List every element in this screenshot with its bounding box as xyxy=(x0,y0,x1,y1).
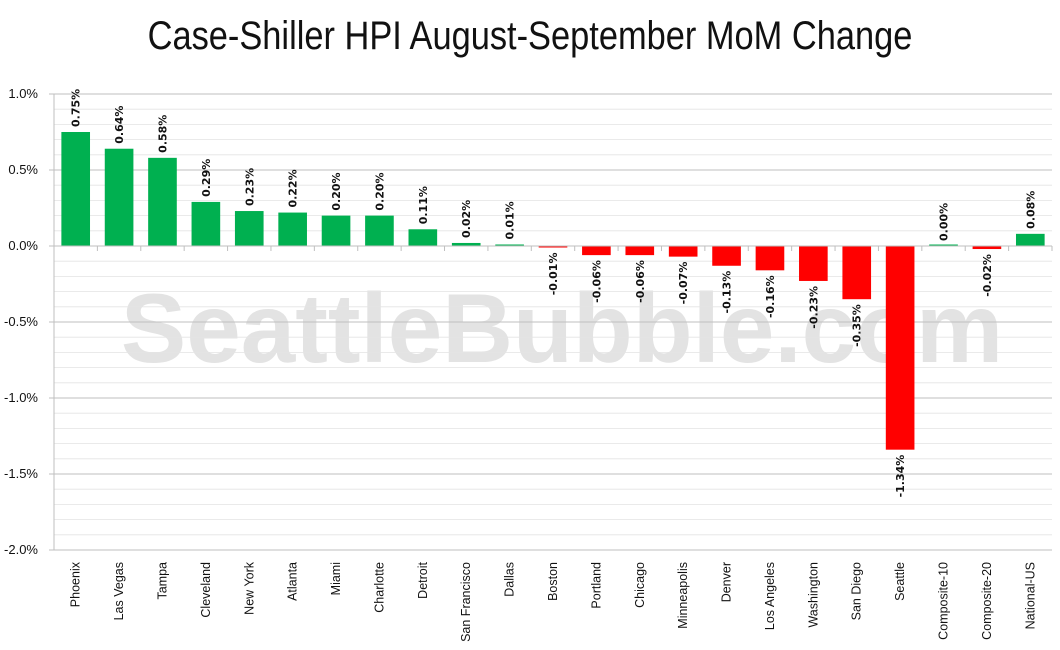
data-label: 0.02% xyxy=(460,200,473,238)
bar xyxy=(365,215,394,246)
y-tick-label: -1.0% xyxy=(4,390,38,405)
bar xyxy=(451,242,481,246)
category-label: Seattle xyxy=(893,562,907,601)
data-label: 0.23% xyxy=(243,168,256,206)
data-label: 0.01% xyxy=(504,201,517,239)
category-label: Composite-10 xyxy=(937,562,951,640)
data-label: 0.75% xyxy=(70,89,83,127)
data-label: -0.16% xyxy=(764,275,777,318)
data-label: 0.29% xyxy=(200,159,213,197)
bar xyxy=(799,246,828,281)
bar xyxy=(234,211,264,246)
bar xyxy=(191,201,221,246)
bars xyxy=(61,132,1045,450)
bar xyxy=(885,246,915,450)
data-label: 0.20% xyxy=(330,172,343,210)
category-label: Los Angeles xyxy=(763,562,777,630)
category-label: Washington xyxy=(806,562,820,628)
bar xyxy=(408,229,438,246)
data-label: -0.23% xyxy=(807,286,820,329)
data-label: 0.58% xyxy=(156,115,169,153)
category-label: Charlotte xyxy=(372,562,386,613)
bar xyxy=(61,132,91,246)
category-label: Detroit xyxy=(416,561,430,598)
category-label: Miami xyxy=(329,562,343,595)
bar xyxy=(582,246,611,256)
bar xyxy=(755,246,785,271)
category-label: Minneapolis xyxy=(676,562,690,629)
data-label: -0.35% xyxy=(851,304,864,347)
category-label: San Diego xyxy=(850,562,864,620)
bar xyxy=(1015,233,1045,246)
data-label: 0.11% xyxy=(417,186,430,224)
bar xyxy=(321,215,351,246)
data-label: 0.64% xyxy=(113,106,126,144)
bar xyxy=(712,246,741,266)
data-label: -0.06% xyxy=(590,260,603,303)
bar xyxy=(668,246,698,257)
category-label: Las Vegas xyxy=(112,562,126,620)
y-tick-label: 0.0% xyxy=(8,238,38,253)
data-label: -1.34% xyxy=(894,455,907,498)
category-label: Composite-20 xyxy=(980,562,994,640)
y-tick-label: -0.5% xyxy=(4,314,38,329)
bar xyxy=(929,244,958,246)
y-tick-label: -1.5% xyxy=(4,466,38,481)
category-label: Cleveland xyxy=(199,562,213,618)
bar xyxy=(148,157,177,246)
bar xyxy=(538,246,568,248)
category-label: New York xyxy=(242,561,256,615)
axes: 1.0% 0.5% 0.0% -0.5% -1.0% -1.5% -2.0% Phoenix L… xyxy=(4,86,1053,642)
category-label: Chicago xyxy=(633,562,647,608)
data-label: -0.06% xyxy=(634,260,647,303)
category-label: Dallas xyxy=(503,562,517,597)
data-label: -0.07% xyxy=(677,262,690,305)
bar xyxy=(625,246,655,256)
category-label: Tampa xyxy=(155,562,169,600)
category-label: Denver xyxy=(720,562,734,602)
bar xyxy=(842,246,872,300)
category-label: Boston xyxy=(546,562,560,601)
chart-title: Case-Shiller HPI August-September MoM Ch… xyxy=(147,14,913,58)
data-label: -0.02% xyxy=(981,254,994,297)
y-tick-label: 1.0% xyxy=(8,86,38,101)
data-label: 0.20% xyxy=(373,172,386,210)
category-label: Atlanta xyxy=(286,562,300,601)
data-label: -0.13% xyxy=(721,271,734,314)
y-tick-label: -2.0% xyxy=(4,542,38,557)
category-label: Portland xyxy=(589,562,603,609)
y-tick-label: 0.5% xyxy=(8,162,38,177)
bar xyxy=(278,212,307,246)
data-labels: 0.75% 0.64% 0.58% 0.29% 0.23% 0.22% 0.20% 0.20%… xyxy=(70,89,1038,498)
gridlines xyxy=(54,93,1052,551)
data-label: 0.00% xyxy=(938,203,951,241)
category-label: San Francisco xyxy=(459,562,473,642)
data-label: 0.22% xyxy=(287,169,300,207)
bar xyxy=(972,246,1002,250)
bar xyxy=(495,244,524,246)
category-label: Phoenix xyxy=(69,561,83,607)
bar xyxy=(104,148,134,246)
category-label: National-US xyxy=(1023,562,1037,629)
data-label: 0.08% xyxy=(1024,191,1037,229)
data-label: -0.01% xyxy=(547,253,560,296)
